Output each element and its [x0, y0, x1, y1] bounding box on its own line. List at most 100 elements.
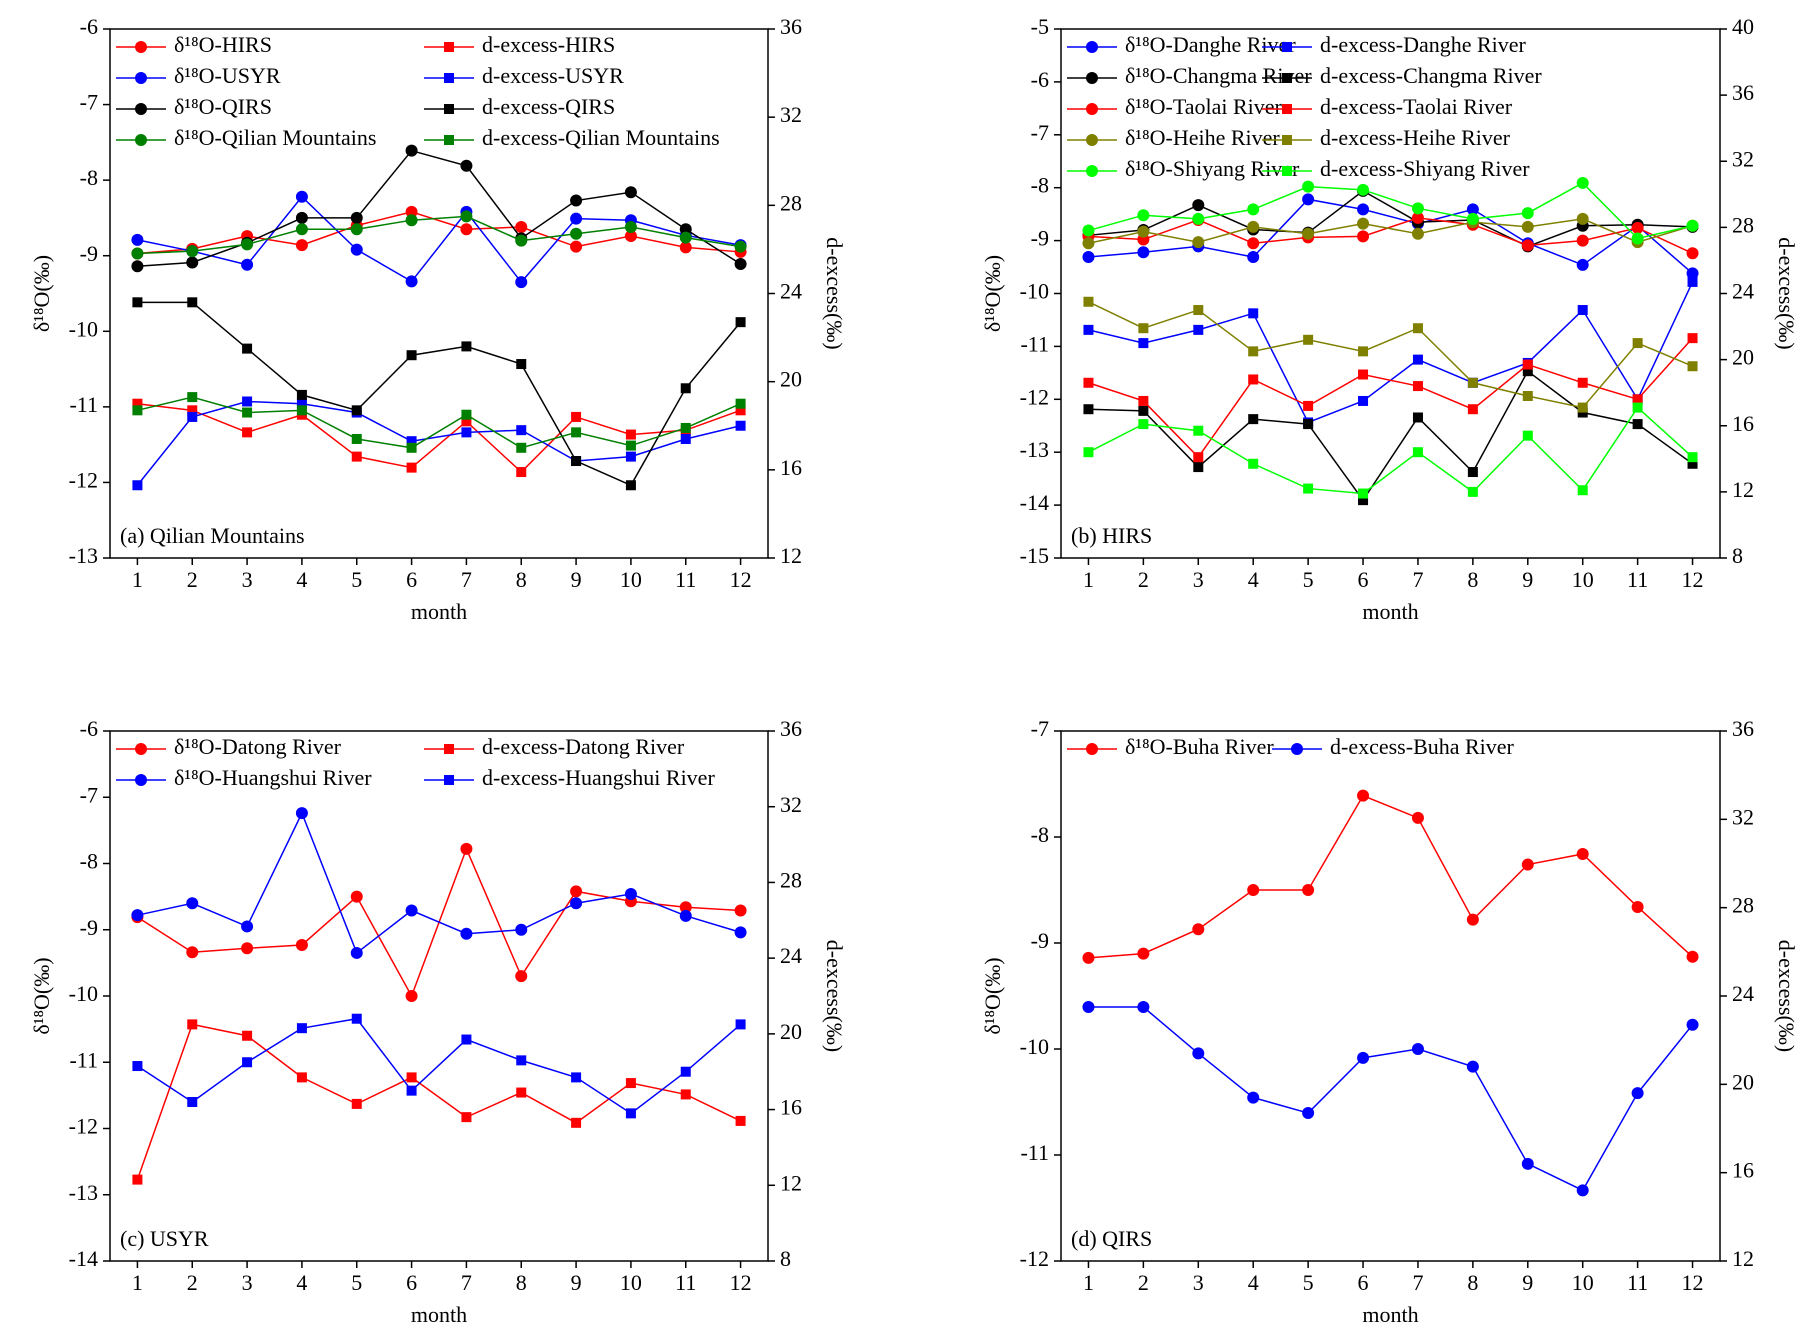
- data-point: [1521, 239, 1534, 252]
- y-tick-label: -11: [1020, 331, 1049, 356]
- data-point: [405, 990, 418, 1002]
- legend-marker: [1086, 103, 1098, 115]
- data-point: [1358, 495, 1369, 506]
- data-point: [1577, 377, 1588, 388]
- data-point: [1302, 227, 1315, 240]
- data-point: [296, 398, 307, 409]
- data-point: [1412, 447, 1423, 458]
- data-point: [295, 223, 308, 236]
- data-point: [680, 433, 691, 444]
- data-point: [1247, 884, 1260, 896]
- y-tick-label: -10: [69, 316, 98, 341]
- data-point: [406, 442, 417, 453]
- y2-tick-label: 28: [1732, 893, 1754, 918]
- data-point: [406, 350, 417, 361]
- y2-tick-label: 20: [1732, 345, 1754, 370]
- data-point: [734, 258, 747, 271]
- y-tick-label: -12: [69, 467, 98, 492]
- y-tick-label: -6: [80, 14, 98, 39]
- x-tick-label: 9: [571, 1270, 582, 1295]
- data-point: [241, 920, 254, 933]
- data-point: [131, 233, 144, 246]
- data-point: [1686, 950, 1699, 963]
- data-point: [1082, 224, 1095, 237]
- x-tick-label: 11: [1627, 567, 1648, 592]
- series-line: [137, 402, 741, 474]
- data-point: [1411, 211, 1424, 224]
- y-tick-label: -8: [80, 165, 98, 190]
- data-point: [296, 405, 307, 416]
- y2-axis-label: d-excess(‰): [1774, 940, 1799, 1052]
- data-point: [1357, 1051, 1370, 1064]
- x-tick-label: 3: [242, 1270, 253, 1295]
- data-point: [1082, 237, 1095, 250]
- data-point: [680, 1089, 691, 1100]
- data-point: [680, 383, 691, 394]
- y2-tick-label: 32: [780, 792, 802, 817]
- data-point: [295, 211, 308, 224]
- data-point: [295, 239, 308, 252]
- y2-tick-label: 28: [780, 867, 802, 892]
- y2-tick-label: 16: [1732, 411, 1754, 436]
- series-line: [1088, 406, 1694, 495]
- data-point: [1687, 458, 1698, 469]
- series-line: [137, 396, 741, 449]
- data-point: [131, 247, 144, 260]
- series-line: [136, 1023, 741, 1180]
- data-point: [1192, 199, 1205, 212]
- y-tick-label: -14: [1020, 490, 1049, 515]
- data-point: [406, 1072, 417, 1083]
- data-point: [1302, 1107, 1315, 1120]
- legend-label: δ¹⁸O-QIRS: [174, 94, 272, 119]
- y-tick-label: -13: [1020, 437, 1049, 462]
- y2-tick-label: 16: [780, 1095, 802, 1120]
- data-point: [515, 276, 528, 289]
- data-point: [515, 220, 528, 233]
- legend-marker: [1086, 72, 1098, 84]
- series-line: [1088, 337, 1694, 459]
- legend-label: d-excess-Qilian Mountains: [482, 125, 720, 150]
- data-point: [1521, 207, 1534, 220]
- legend-marker: [1282, 42, 1292, 52]
- x-tick-label: 1: [132, 1270, 143, 1295]
- legend-label: δ¹⁸O-Huangshui River: [174, 765, 372, 790]
- legend-marker: [1086, 134, 1098, 146]
- data-point: [1467, 404, 1478, 415]
- data-point: [296, 389, 307, 400]
- data-point: [1357, 217, 1370, 230]
- y2-tick-label: 16: [1732, 1158, 1754, 1183]
- y-tick-label: -6: [80, 716, 98, 741]
- legend-label: d-excess-Danghe River: [1320, 32, 1527, 57]
- y2-tick-label: 24: [1732, 279, 1754, 304]
- data-point: [405, 214, 418, 227]
- data-point: [242, 343, 253, 354]
- data-point: [1576, 847, 1589, 860]
- legend-marker: [1282, 166, 1292, 176]
- data-point: [680, 422, 691, 433]
- x-tick-label: 12: [730, 1270, 752, 1295]
- y2-tick-label: 12: [1732, 477, 1754, 502]
- data-point: [406, 462, 417, 473]
- y-tick-label: -9: [80, 241, 98, 266]
- data-point: [1686, 247, 1699, 260]
- x-tick-label: 6: [406, 567, 417, 592]
- data-point: [1467, 377, 1478, 388]
- data-point: [1358, 395, 1369, 406]
- data-point: [624, 230, 637, 243]
- y2-tick-label: 40: [1732, 14, 1754, 39]
- data-point: [186, 897, 199, 910]
- y-tick-label: -9: [80, 915, 98, 940]
- legend-marker: [135, 41, 147, 53]
- data-point: [734, 240, 747, 253]
- data-point: [460, 927, 473, 940]
- data-point: [570, 194, 583, 207]
- data-point: [1137, 1001, 1150, 1014]
- data-point: [131, 260, 144, 273]
- data-point: [1138, 405, 1149, 416]
- y-axis-label: δ¹⁸O(‰): [29, 957, 54, 1034]
- x-tick-label: 11: [675, 1270, 696, 1295]
- data-point: [1248, 458, 1259, 469]
- x-tick-label: 8: [516, 1270, 527, 1295]
